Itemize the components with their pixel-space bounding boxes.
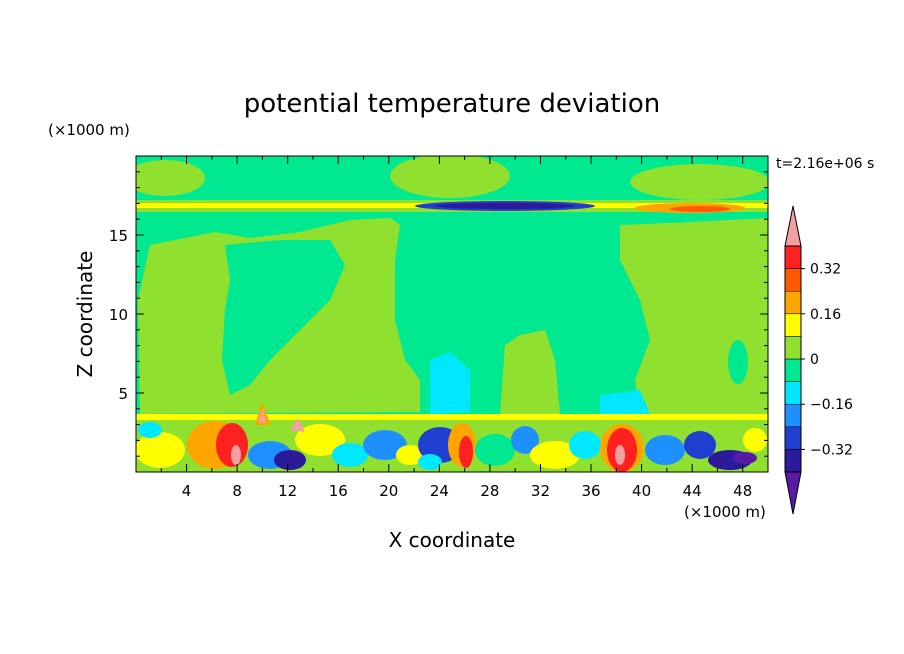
y-tick-label: 5 [118, 385, 128, 403]
tropopause-warm-center [670, 206, 730, 212]
colorbar-segment [784, 358, 802, 382]
region-left-cool-lobe [222, 240, 345, 395]
colorbar-segment [784, 449, 802, 473]
x-unit-label: (×1000 m) [684, 503, 766, 521]
colorbar-segment [784, 426, 802, 450]
colorbar-segment [784, 245, 802, 269]
colorbar-segment [784, 336, 802, 360]
inversion-band [136, 414, 768, 420]
x-tick-label: 16 [329, 482, 348, 500]
region-cyan-right [600, 390, 650, 414]
y-axis-ticks: 5 10 15 [109, 171, 768, 457]
region-warm-top-right [630, 164, 768, 200]
region-warm-top-middle [390, 156, 510, 198]
x-tick-label: 28 [480, 482, 499, 500]
chart-title: potential temperature deviation [244, 89, 660, 119]
y-tick-label: 15 [109, 227, 128, 245]
y-axis-label: Z coordinate [73, 251, 97, 378]
x-axis-ticks: 4 8 12 16 20 24 28 32 36 40 44 48 [160, 156, 752, 500]
x-tick-label: 20 [379, 482, 398, 500]
warm-plume-spikes [255, 402, 305, 432]
boundary-layer-turbulence [136, 421, 767, 472]
tropopause-cold-center [435, 203, 575, 209]
y-unit-label: (×1000 m) [48, 121, 130, 139]
y-tick-label: 10 [109, 306, 128, 324]
region-middle-warm [500, 330, 560, 414]
colorbar-segment [784, 268, 802, 292]
region-warm-top-left [136, 160, 205, 196]
x-axis-label: X coordinate [389, 528, 516, 552]
x-tick-label: 32 [531, 482, 550, 500]
x-tick-label: 8 [232, 482, 242, 500]
colorbar-label: 0 [810, 352, 819, 368]
x-tick-label: 44 [683, 482, 702, 500]
colorbar: −0.32 −0.16 0 0.16 0.32 [784, 205, 853, 515]
x-tick-label: 24 [430, 482, 449, 500]
colorbar-label: 0.16 [810, 307, 841, 323]
colorbar-under-triangle [784, 471, 802, 515]
x-tick-label: 12 [278, 482, 297, 500]
x-tick-label: 48 [733, 482, 752, 500]
colorbar-over-triangle [784, 205, 802, 247]
x-tick-label: 36 [581, 482, 600, 500]
colorbar-segment [784, 290, 802, 315]
colorbar-segment [784, 313, 802, 337]
region-upper-left [136, 206, 395, 242]
colorbar-label: −0.16 [810, 397, 853, 413]
colorbar-segment [784, 403, 802, 428]
region-cool-right-spot [728, 340, 748, 384]
x-tick-label: 40 [632, 482, 651, 500]
region-cyan-left [430, 352, 470, 414]
time-label: t=2.16e+06 s [776, 156, 874, 172]
colorbar-label: −0.32 [810, 442, 853, 458]
region-upper-right [395, 206, 768, 248]
contour-field [136, 156, 768, 472]
x-tick-label: 4 [182, 482, 192, 500]
colorbar-segment [784, 381, 802, 405]
colorbar-label: 0.32 [810, 262, 841, 278]
